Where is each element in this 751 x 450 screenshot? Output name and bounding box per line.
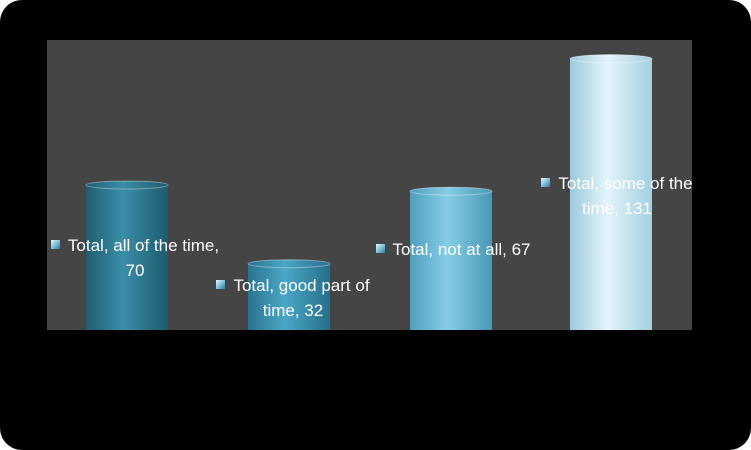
data-label-text: Total, all of the time, 70 [67, 236, 220, 280]
bar [570, 54, 652, 331]
data-label-text: Total, not at all, 67 [392, 240, 531, 259]
bar-top [247, 259, 331, 269]
bar [248, 259, 330, 330]
bar [86, 181, 168, 330]
bar-top [85, 180, 169, 190]
label-key [541, 178, 551, 187]
data-label: Total, not at all, 67 [368, 237, 538, 262]
bar-top [409, 186, 493, 196]
label-key [375, 244, 385, 253]
label-key [50, 240, 60, 249]
data-label: Total, good part of time, 32 [208, 273, 378, 323]
label-key [216, 280, 226, 289]
data-label-text: Total, some of the time, 131 [558, 174, 693, 218]
bar-top [569, 54, 653, 64]
data-label-text: Total, good part of time, 32 [233, 276, 370, 320]
bar [410, 187, 492, 330]
data-label: Total, all of the time, 70 [50, 233, 220, 283]
bars [85, 54, 653, 331]
data-label: Total, some of the time, 131 [532, 171, 702, 221]
